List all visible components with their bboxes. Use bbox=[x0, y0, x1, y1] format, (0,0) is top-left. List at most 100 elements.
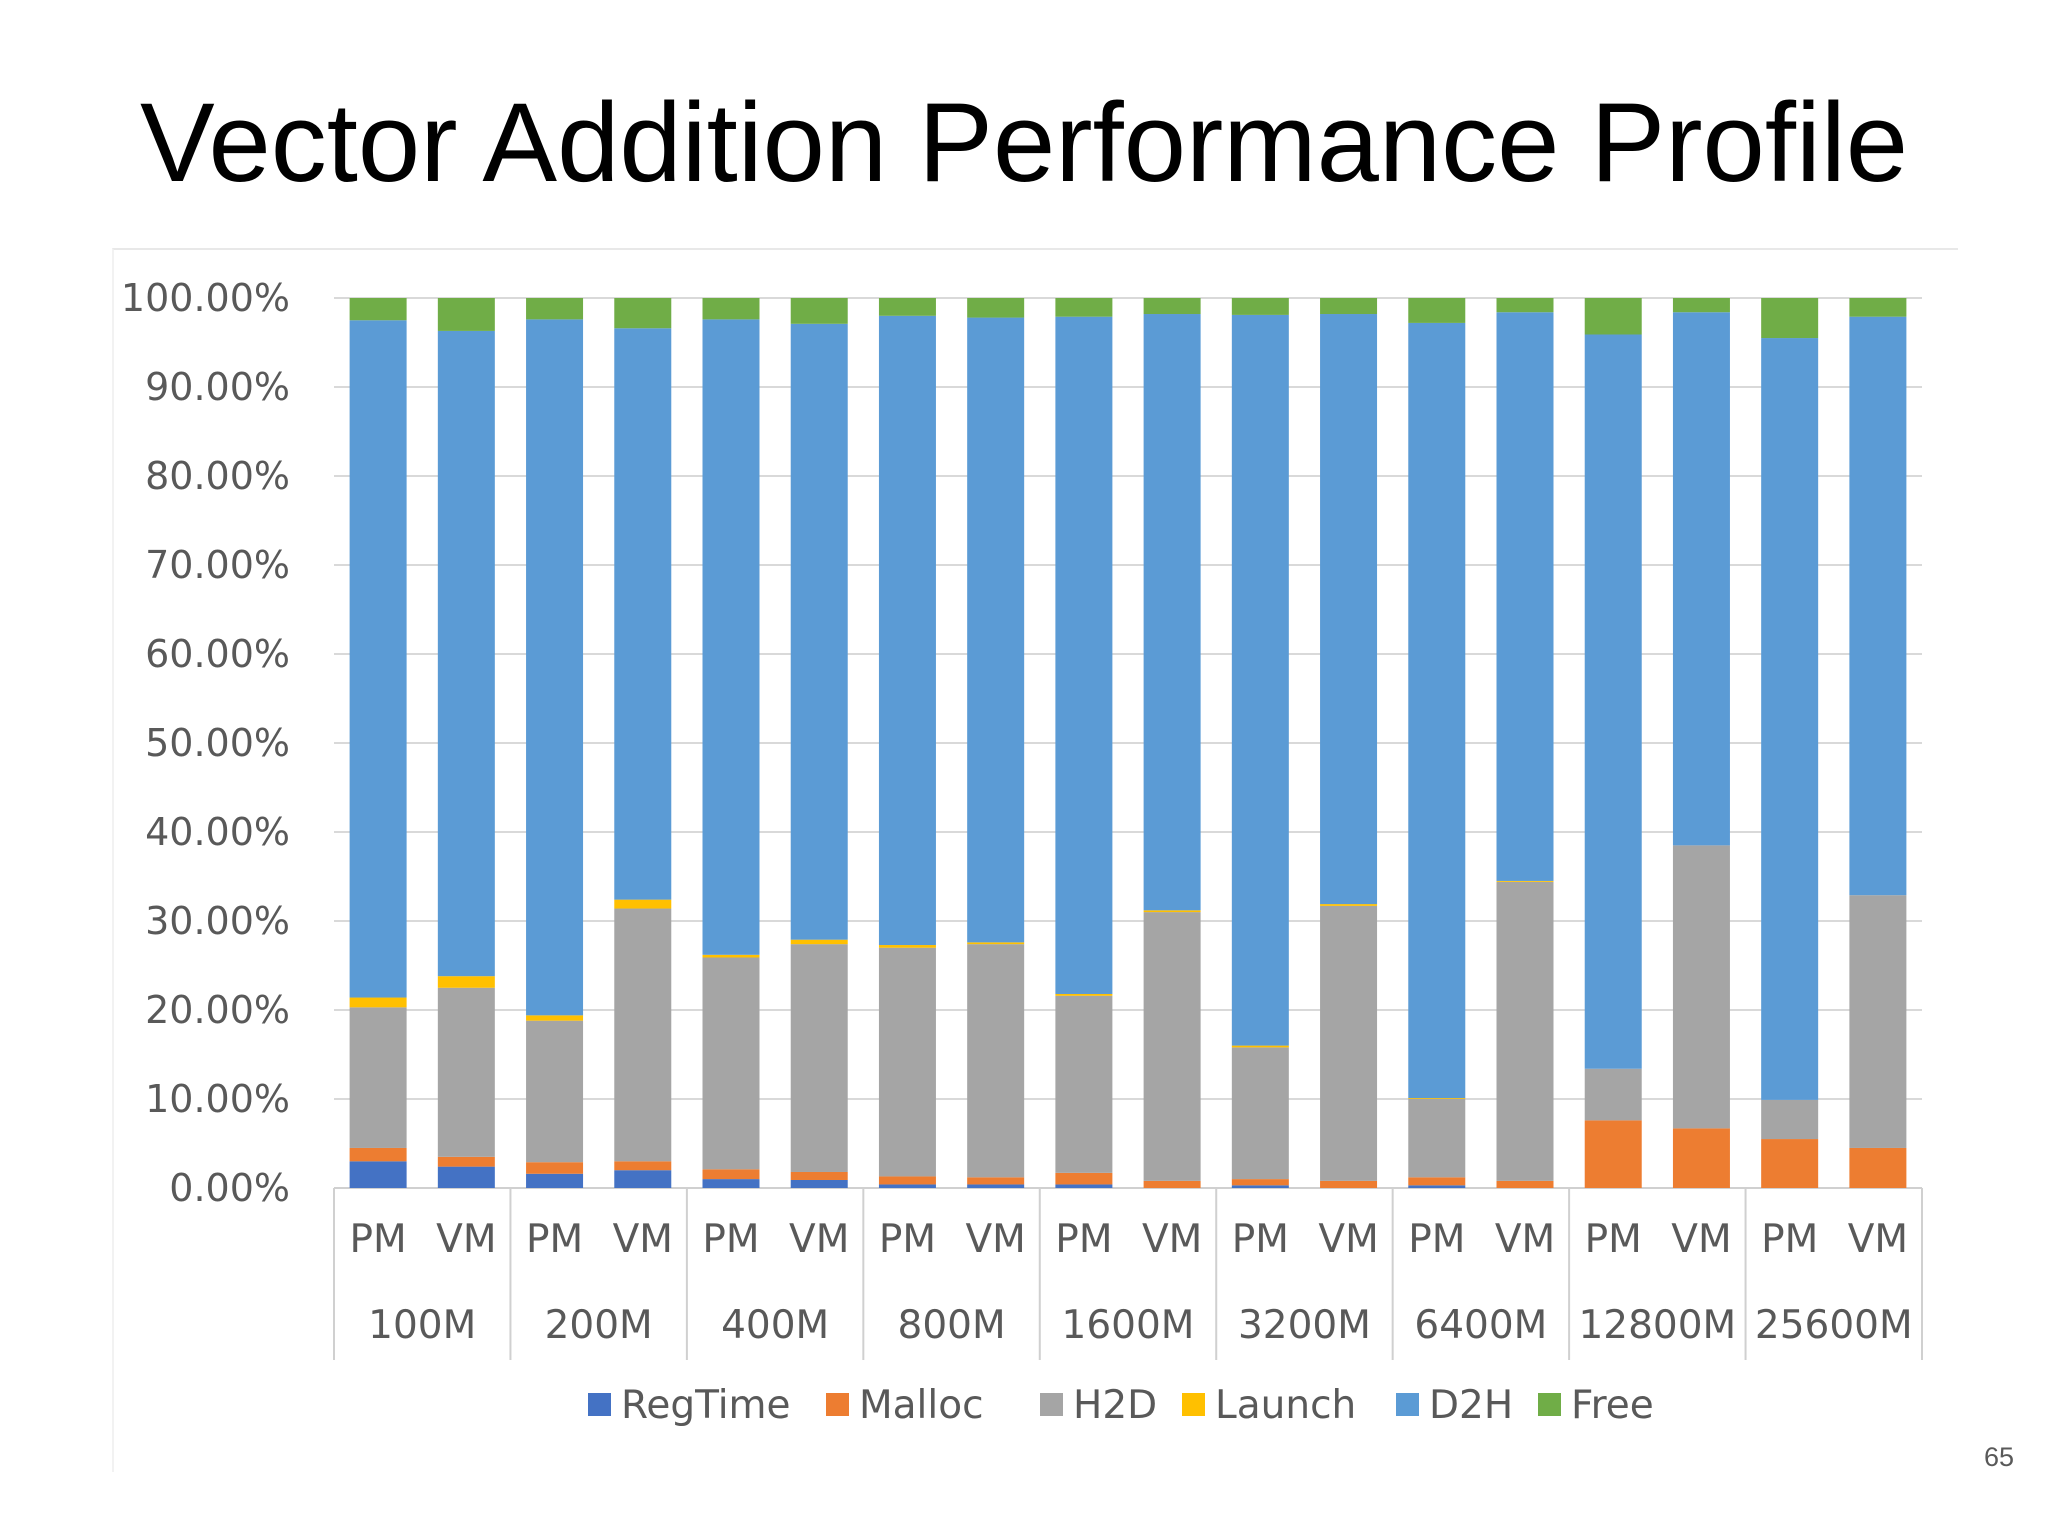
y-tick-label: 50.00% bbox=[145, 721, 290, 765]
bar-segment-h2d bbox=[526, 1020, 584, 1163]
bar-segment-d2h bbox=[614, 328, 672, 900]
bar-segment-launch bbox=[878, 945, 936, 948]
slide-title: Vector Addition Performance Profile bbox=[139, 80, 1909, 205]
bar-segment-h2d bbox=[1055, 995, 1113, 1173]
bar-segment-regtime bbox=[1231, 1185, 1289, 1188]
x-group-label: 200M bbox=[545, 1303, 653, 1348]
bar-segment-d2h bbox=[1584, 334, 1642, 1069]
legend-label: RegTime bbox=[621, 1383, 791, 1428]
bar-segment-h2d bbox=[1672, 845, 1730, 1129]
bar-segment-regtime bbox=[614, 1170, 672, 1188]
bar-segment-free bbox=[614, 298, 672, 329]
bar-segment-d2h bbox=[1231, 314, 1289, 1046]
bar-segment-regtime bbox=[1408, 1185, 1466, 1188]
bar-segment-malloc bbox=[1496, 1180, 1554, 1188]
bar-segment-launch bbox=[614, 899, 672, 909]
bar-segment-regtime bbox=[1055, 1184, 1113, 1188]
legend-swatch bbox=[1040, 1393, 1063, 1416]
bar-segment-launch bbox=[1496, 880, 1554, 882]
legend-label: H2D bbox=[1073, 1383, 1157, 1428]
bar-segment-malloc bbox=[967, 1177, 1025, 1185]
bar-segment-launch bbox=[1408, 1098, 1466, 1099]
bar-segment-malloc bbox=[1320, 1180, 1378, 1188]
x-subcategory-label: VM bbox=[1495, 1217, 1555, 1262]
bar-segment-d2h bbox=[702, 319, 760, 955]
x-subcategory-label: PM bbox=[1232, 1217, 1289, 1262]
x-subcategory-label: PM bbox=[1761, 1217, 1818, 1262]
x-subcategory-label: VM bbox=[966, 1217, 1026, 1262]
bar-segment-d2h bbox=[1496, 312, 1554, 881]
bar-segment-malloc bbox=[878, 1176, 936, 1185]
x-subcategory-label: PM bbox=[1408, 1217, 1465, 1262]
bar-segment-d2h bbox=[878, 315, 936, 946]
bar-segment-h2d bbox=[1584, 1068, 1642, 1121]
bar-segment-launch bbox=[702, 954, 760, 958]
y-tick-label: 20.00% bbox=[145, 988, 290, 1032]
bar-segment-regtime bbox=[790, 1179, 848, 1188]
bar-segment-malloc bbox=[349, 1147, 407, 1162]
stacked-bar-chart: 0.00% 10.00% 20.00% 30.00% 40.00% 50.00% 60.00… bbox=[121, 276, 1923, 1428]
bar-segment-free bbox=[1672, 298, 1730, 313]
bar-segment-h2d bbox=[702, 957, 760, 1170]
bar-segment-d2h bbox=[790, 323, 848, 940]
bar-segment-regtime bbox=[878, 1184, 936, 1188]
bar-segment-regtime bbox=[349, 1161, 407, 1188]
bar-segment-malloc bbox=[1143, 1180, 1201, 1188]
bar-segment-h2d bbox=[1408, 1099, 1466, 1178]
bar-segment-launch bbox=[437, 976, 495, 988]
x-subcategory-label: PM bbox=[350, 1217, 407, 1262]
x-group-label: 400M bbox=[721, 1303, 829, 1348]
x-subcategory-label: PM bbox=[1585, 1217, 1642, 1262]
x-subcategory-label: PM bbox=[879, 1217, 936, 1262]
bar-segment-launch bbox=[790, 939, 848, 945]
bar-segment-d2h bbox=[526, 319, 584, 1016]
x-group-label: 6400M bbox=[1414, 1303, 1547, 1348]
bar-segment-d2h bbox=[1849, 316, 1907, 896]
x-subcategory-label: VM bbox=[1318, 1217, 1378, 1262]
bar-segment-h2d bbox=[614, 908, 672, 1162]
bar-segment-malloc bbox=[526, 1162, 584, 1174]
bar-segment-h2d bbox=[349, 1007, 407, 1148]
x-group-label: 800M bbox=[898, 1303, 1006, 1348]
y-tick-label: 70.00% bbox=[145, 543, 290, 587]
bar-segment-malloc bbox=[702, 1169, 760, 1180]
bar-segment-regtime bbox=[526, 1173, 584, 1188]
x-subcategory-label: VM bbox=[1848, 1217, 1908, 1262]
bar-segment-free bbox=[1320, 298, 1378, 315]
bar-segment-malloc bbox=[1584, 1120, 1642, 1188]
bar-segment-launch bbox=[967, 942, 1025, 945]
legend-label: D2H bbox=[1429, 1383, 1513, 1428]
x-subcategory-label: PM bbox=[702, 1217, 759, 1262]
chart-area: 0.00% 10.00% 20.00% 30.00% 40.00% 50.00% 60.00… bbox=[112, 248, 1958, 1472]
y-tick-label: 10.00% bbox=[145, 1077, 290, 1121]
y-tick-label: 90.00% bbox=[145, 365, 290, 409]
legend-swatch bbox=[588, 1393, 611, 1416]
x-group-label: 100M bbox=[368, 1303, 476, 1348]
bar-segment-d2h bbox=[437, 330, 495, 977]
bar-segment-h2d bbox=[1231, 1047, 1289, 1180]
legend-swatch bbox=[1538, 1393, 1561, 1416]
bar-segment-malloc bbox=[1672, 1128, 1730, 1188]
bar-segment-d2h bbox=[1408, 322, 1466, 1099]
bar-segment-launch bbox=[349, 997, 407, 1008]
bar-segment-malloc bbox=[1408, 1177, 1466, 1186]
bar-segment-launch bbox=[526, 1015, 584, 1021]
legend-label: Launch bbox=[1215, 1383, 1356, 1428]
y-tick-label: 0.00% bbox=[169, 1166, 290, 1210]
bar-segment-malloc bbox=[1761, 1139, 1819, 1188]
bar-segment-free bbox=[526, 298, 584, 320]
y-tick-label: 40.00% bbox=[145, 810, 290, 854]
bar-segment-launch bbox=[1231, 1045, 1289, 1048]
bar-segment-free bbox=[878, 298, 936, 316]
bar-segment-free bbox=[1143, 298, 1201, 315]
bar-segment-h2d bbox=[967, 944, 1025, 1178]
x-subcategory-label: VM bbox=[789, 1217, 849, 1262]
bar-segment-launch bbox=[1143, 910, 1201, 913]
bar-segment-free bbox=[1584, 298, 1642, 335]
bar-segment-malloc bbox=[790, 1171, 848, 1180]
bar-segment-launch bbox=[1055, 993, 1113, 996]
bar-segment-regtime bbox=[437, 1166, 495, 1188]
legend-swatch bbox=[826, 1393, 849, 1416]
x-group-label: 25600M bbox=[1755, 1303, 1913, 1348]
bar-segment-free bbox=[967, 298, 1025, 318]
